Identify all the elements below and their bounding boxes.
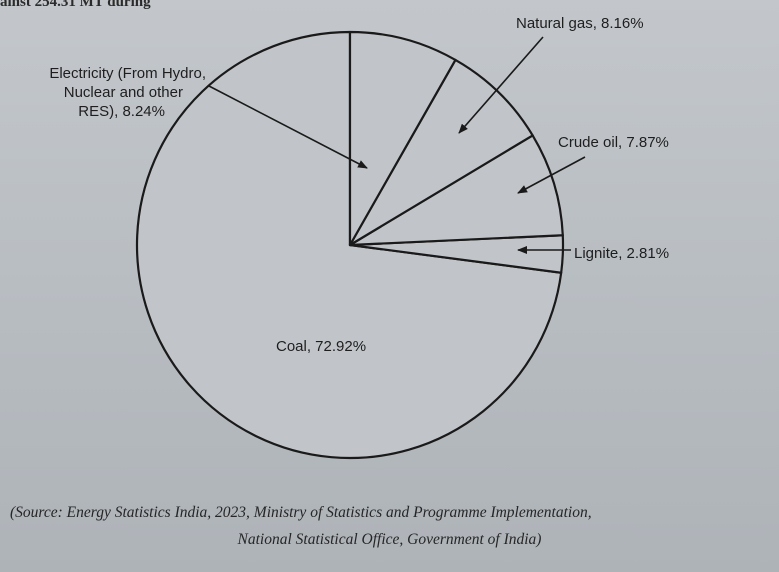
source-citation-line-2: National Statistical Office, Government … <box>237 531 542 548</box>
pie-slice-natural <box>348 58 534 247</box>
label-electricity-line-2: Nuclear and other <box>64 84 183 101</box>
electricity-arrow <box>208 85 368 169</box>
pie-slice-electricity <box>348 30 457 247</box>
natural-gas-arrow <box>458 36 544 134</box>
label-electricity-line-1: Electricity (From Hydro, <box>49 65 206 82</box>
cropped-heading-text: ainst 254.31 MT during <box>0 0 151 10</box>
pie-slice-crude <box>348 134 564 247</box>
label-electricity-line-3: RES), 8.24% <box>78 103 165 120</box>
source-citation-line-1: (Source: Energy Statistics India, 2023, … <box>10 504 592 521</box>
label-natural-gas: Natural gas, 8.16% <box>516 15 644 32</box>
crude-oil-arrow <box>517 156 586 194</box>
label-lignite: Lignite, 2.81% <box>574 245 669 262</box>
label-coal: Coal, 72.92% <box>276 338 366 355</box>
label-crude-oil: Crude oil, 7.87% <box>558 134 669 151</box>
